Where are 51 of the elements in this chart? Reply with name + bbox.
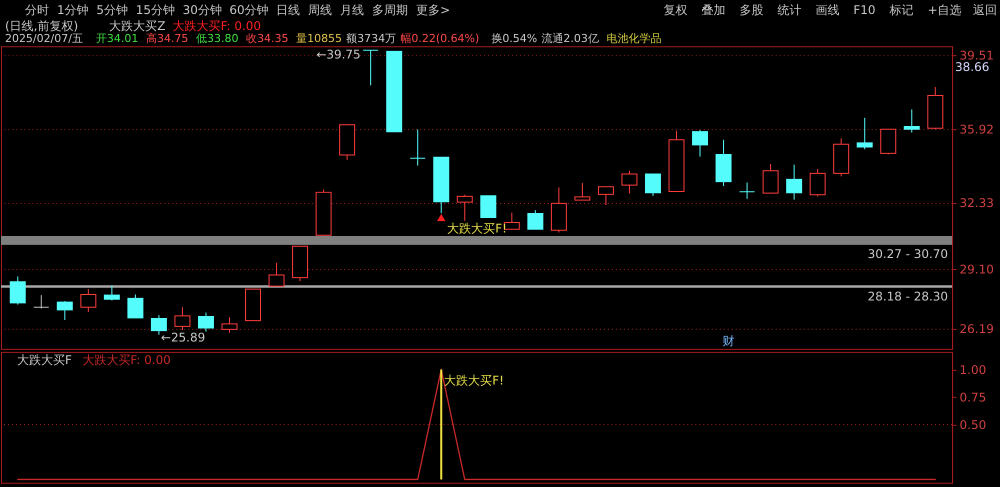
y-tick-label: 26.19 xyxy=(960,322,994,336)
candlestick xyxy=(504,212,520,230)
y-tick-label: 39.51 xyxy=(960,48,994,63)
annotation: ←25.89 xyxy=(160,330,206,345)
band-label: 30.27 - 30.70 xyxy=(868,246,948,261)
candlestick xyxy=(222,316,238,334)
chart-title: 大跌大买F xyxy=(16,352,72,367)
candlestick xyxy=(104,284,120,301)
candlestick xyxy=(856,117,873,150)
candlestick xyxy=(574,182,590,201)
candlestick xyxy=(410,129,426,166)
text: 分时 1分钟 5分钟 15分钟 30分钟 60分钟 日线 周线 月线 多周期 更多> xyxy=(24,3,450,18)
text: 大跌大买F: 0.00 xyxy=(172,19,262,34)
candlestick xyxy=(621,170,638,194)
candlestick xyxy=(362,50,379,86)
candlestick xyxy=(33,294,50,309)
candlestick xyxy=(480,195,496,218)
candlestick xyxy=(56,300,73,320)
candlestick xyxy=(810,168,826,197)
candlestick xyxy=(80,288,96,312)
chart-title: (日线,前复权) xyxy=(4,19,78,34)
candlestick xyxy=(739,182,756,200)
candlestick xyxy=(598,186,614,206)
candlestick xyxy=(644,174,661,197)
y-tick-label: 32.33 xyxy=(960,196,994,210)
y-tick-label: 0.50 xyxy=(960,418,986,432)
candlestick xyxy=(174,306,190,331)
annotation: 大跌大买F: 0.00 xyxy=(82,352,171,367)
annotation: 财 xyxy=(722,334,734,348)
y-tick-label: 29.10 xyxy=(960,262,994,276)
text: 2025/02/07/五 开34.01 高34.75 低33.80 收34.35 量10855 额3734万 幅0.22(0.64%) 换0.54% 流通2.03亿 电池化学品 xyxy=(4,32,662,46)
candlestick xyxy=(786,164,802,200)
candlestick xyxy=(527,210,544,230)
y-tick-label: 35.92 xyxy=(960,122,994,136)
band-label: 28.18 - 28.30 xyxy=(868,290,948,304)
candlestick xyxy=(762,163,779,194)
candlestick xyxy=(127,294,144,318)
text: 38.66 xyxy=(955,60,990,74)
annotation: 大跌大买F! xyxy=(444,373,504,388)
candlestick xyxy=(456,194,473,222)
annotation: ←39.75 xyxy=(316,47,361,62)
text: 大跌大买Z xyxy=(109,19,166,34)
text: 复权 叠加 多股 统计 画线 F10 标记 +自选 返回 xyxy=(664,3,998,18)
candlestick xyxy=(268,262,285,287)
candlestick xyxy=(10,276,26,306)
annotation: 大跌大买F! xyxy=(447,222,507,236)
y-tick-label: 1.00 xyxy=(960,362,986,377)
y-tick-label: 0.75 xyxy=(960,390,986,404)
candlestick xyxy=(904,108,920,134)
candlestick xyxy=(198,312,214,332)
candlestick xyxy=(692,129,708,158)
